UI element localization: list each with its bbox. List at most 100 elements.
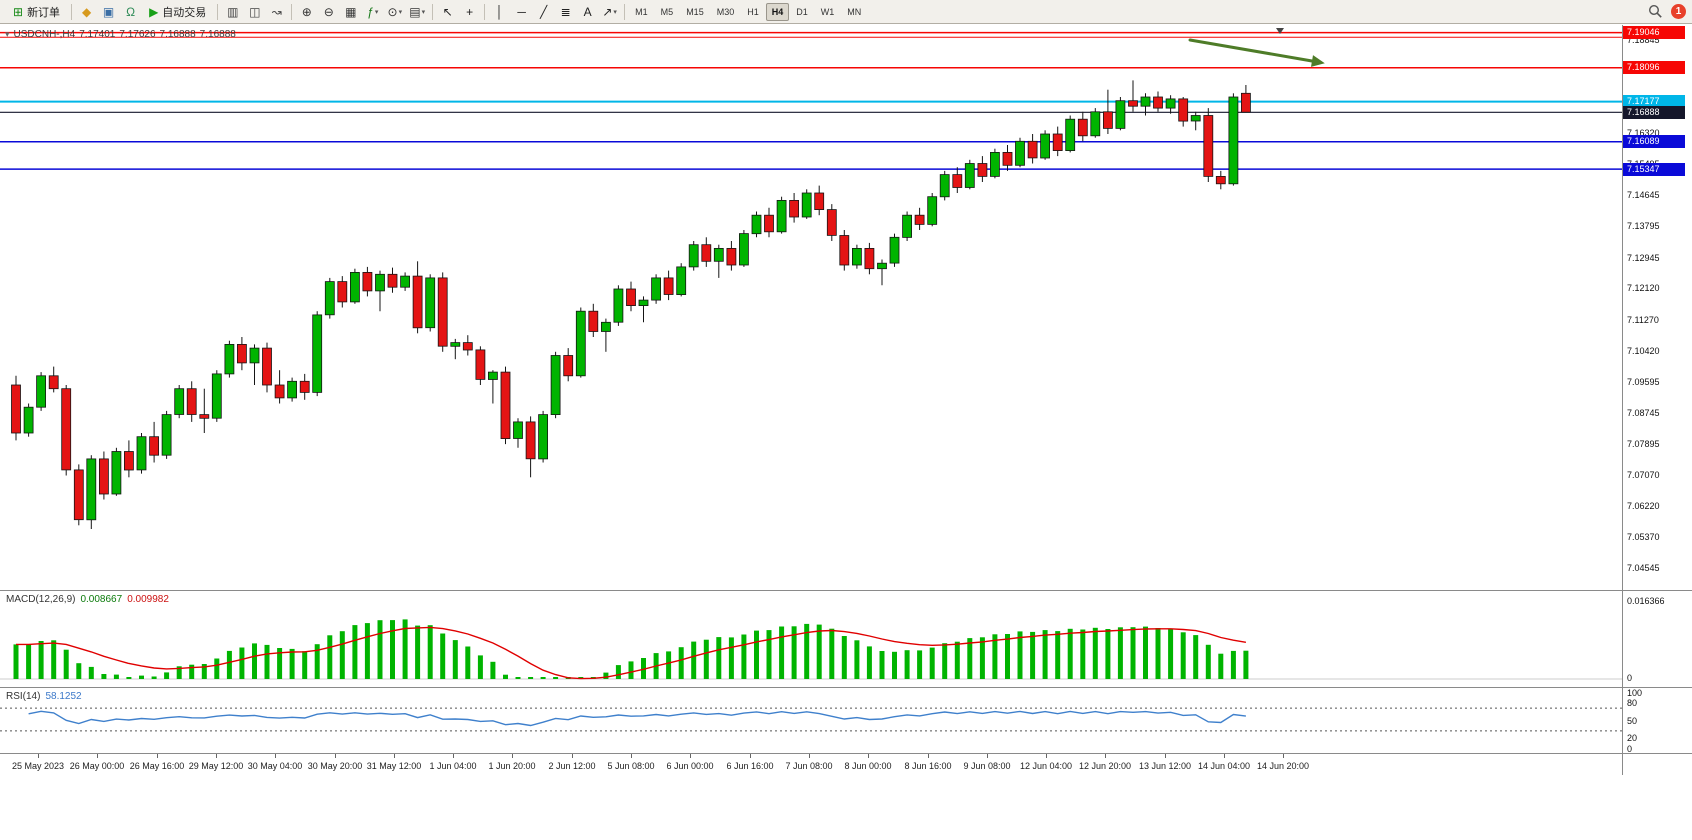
- tile-windows-button[interactable]: ▦: [340, 2, 361, 22]
- indicators-button[interactable]: ƒ ▾: [362, 2, 383, 22]
- market-button[interactable]: Ω: [120, 2, 141, 22]
- price-axis-tick: 7.16320: [1627, 128, 1660, 138]
- timeframe-h1-button[interactable]: H1: [747, 6, 759, 17]
- templates-button[interactable]: ▤ ▾: [406, 2, 428, 22]
- chevron-down-icon: ▾: [421, 8, 426, 16]
- horizontal-line-button[interactable]: ─: [511, 2, 532, 22]
- main-chart-canvas[interactable]: [0, 25, 1622, 590]
- rsi-axis-tick: 80: [1627, 698, 1638, 708]
- timeframe-m30-button[interactable]: M30: [716, 6, 735, 17]
- time-axis-tick: [453, 754, 454, 758]
- rsi-axis-tick: 20: [1627, 733, 1638, 743]
- time-axis-label: 14 Jun 20:00: [1256, 761, 1310, 771]
- price-axis-tick: 7.10420: [1627, 346, 1660, 356]
- line-chart-button[interactable]: ↝: [266, 2, 287, 22]
- rsi-axis-tick: 50: [1627, 716, 1638, 726]
- price-line-label: 7.16888: [1623, 106, 1685, 119]
- price-axis-tick: 7.12120: [1627, 283, 1660, 293]
- close-value: 7.16888: [199, 29, 236, 40]
- macd-scale-zero: 0: [1627, 673, 1633, 683]
- price-line-label: 7.19046: [1623, 26, 1685, 39]
- price-axis-tick: 7.07895: [1627, 439, 1660, 449]
- rsi-canvas[interactable]: [0, 688, 1622, 753]
- timeframe-w1-button[interactable]: W1: [820, 6, 835, 17]
- vertical-line-icon: │: [495, 4, 504, 19]
- time-axis-tick: [1224, 754, 1225, 758]
- macd-canvas[interactable]: [0, 591, 1622, 687]
- new-order-button-label: 新订单: [27, 6, 61, 19]
- wizard-icon: ◆: [81, 4, 92, 19]
- timeframe-m1-button[interactable]: M1: [635, 6, 648, 17]
- vertical-line-button[interactable]: │: [489, 2, 510, 22]
- search-button[interactable]: [1645, 2, 1666, 22]
- zoom-out-button[interactable]: ⊖: [318, 2, 339, 22]
- time-axis-tick: [1105, 754, 1106, 758]
- bar-chart-icon: ▥: [227, 4, 239, 19]
- time-axis-label: 12 Jun 20:00: [1078, 761, 1132, 771]
- rsi-axis-tick: 0: [1627, 744, 1633, 754]
- price-axis[interactable]: [1622, 25, 1692, 590]
- price-axis-tick: 7.12945: [1627, 253, 1660, 263]
- time-axis-tick: [1165, 754, 1166, 758]
- time-axis-label: 8 Jun 00:00: [844, 761, 892, 771]
- price-axis-tick: 7.13795: [1627, 221, 1660, 231]
- macd-main-value: 0.008667: [80, 594, 123, 605]
- time-axis-label: 12 Jun 04:00: [1019, 761, 1073, 771]
- clock-icon: ⊙: [387, 4, 398, 19]
- price-axis-tick: 7.18845: [1627, 35, 1660, 45]
- zoom-in-button[interactable]: ⊕: [296, 2, 317, 22]
- macd-signal-value: 0.009982: [127, 594, 169, 605]
- time-axis-tick: [216, 754, 217, 758]
- time-axis-tick: [157, 754, 158, 758]
- price-line-label: 7.15347: [1623, 163, 1685, 176]
- macd-name: MACD(12,26,9): [6, 594, 76, 605]
- toolbar-separator: [624, 3, 626, 20]
- chart-shift-marker[interactable]: [1276, 28, 1284, 34]
- price-chart-pane: ▾ USDCNH-,H4 7.17401 7.17626 7.16888 7.16888 …: [0, 25, 1692, 590]
- time-axis-tick: [275, 754, 276, 758]
- wizard-button[interactable]: ◆: [76, 2, 97, 22]
- candlestick-chart-button[interactable]: ◫: [244, 2, 265, 22]
- fibonacci-button[interactable]: ≣: [555, 2, 576, 22]
- trendline-button[interactable]: ╱: [533, 2, 554, 22]
- timeframe-mn-button[interactable]: MN: [847, 6, 862, 17]
- time-axis-label: 8 Jun 16:00: [904, 761, 952, 771]
- fibonacci-icon: ≣: [560, 4, 571, 19]
- crosshair-button[interactable]: +: [459, 2, 480, 22]
- toolbar-separator: [217, 3, 219, 20]
- timeframe-m15-button[interactable]: M15: [686, 6, 704, 17]
- profiles-button[interactable]: ▣: [98, 2, 119, 22]
- time-axis-label: 26 May 16:00: [129, 761, 185, 771]
- macd-signal-line: [16, 626, 1247, 680]
- notification-badge[interactable]: 1: [1671, 4, 1686, 19]
- text-icon: A: [583, 4, 592, 19]
- price-axis-tick: 7.05370: [1627, 532, 1660, 542]
- text-button[interactable]: A: [577, 2, 598, 22]
- time-axis-label: 7 Jun 08:00: [785, 761, 833, 771]
- periods-button[interactable]: ⊙ ▾: [384, 2, 405, 22]
- arrows-button[interactable]: ↗ ▾: [599, 2, 620, 22]
- trend-arrow-annotation[interactable]: [1188, 38, 1314, 63]
- new-order-button[interactable]: ⊞ 新订单: [6, 2, 67, 22]
- time-axis-tick: [512, 754, 513, 758]
- time-axis-label: 26 May 00:00: [69, 761, 125, 771]
- chart-ohlc-title: ▾ USDCNH-,H4 7.17401 7.17626 7.16888 7.16888: [5, 29, 240, 40]
- timeframe-m5-button[interactable]: M5: [660, 6, 674, 17]
- time-axis-tick: [750, 754, 751, 758]
- bar-chart-button[interactable]: ▥: [222, 2, 243, 22]
- time-axis-label: 31 May 12:00: [366, 761, 422, 771]
- time-axis-label: 25 May 2023: [11, 761, 65, 771]
- time-axis-label: 30 May 20:00: [307, 761, 363, 771]
- crosshair-icon: +: [466, 4, 474, 19]
- time-axis-label: 5 Jun 08:00: [607, 761, 655, 771]
- candlestick-chart-icon: ◫: [249, 4, 261, 19]
- trendline-icon: ╱: [540, 4, 548, 19]
- cursor-button[interactable]: ↖: [437, 2, 458, 22]
- horizontal-line-icon: ─: [517, 4, 526, 19]
- timeframe-h4-button[interactable]: H4: [765, 2, 790, 21]
- price-axis-tick: 7.09595: [1627, 377, 1660, 387]
- timeframe-d1-button[interactable]: D1: [796, 6, 808, 17]
- time-axis[interactable]: 25 May 2023 26 May 00:00 26 May 16:00 29 Ma…: [0, 753, 1692, 775]
- one-click-trading-toggle[interactable]: ▾: [5, 29, 10, 39]
- autotrading-button[interactable]: ▶ 自动交易: [142, 2, 213, 22]
